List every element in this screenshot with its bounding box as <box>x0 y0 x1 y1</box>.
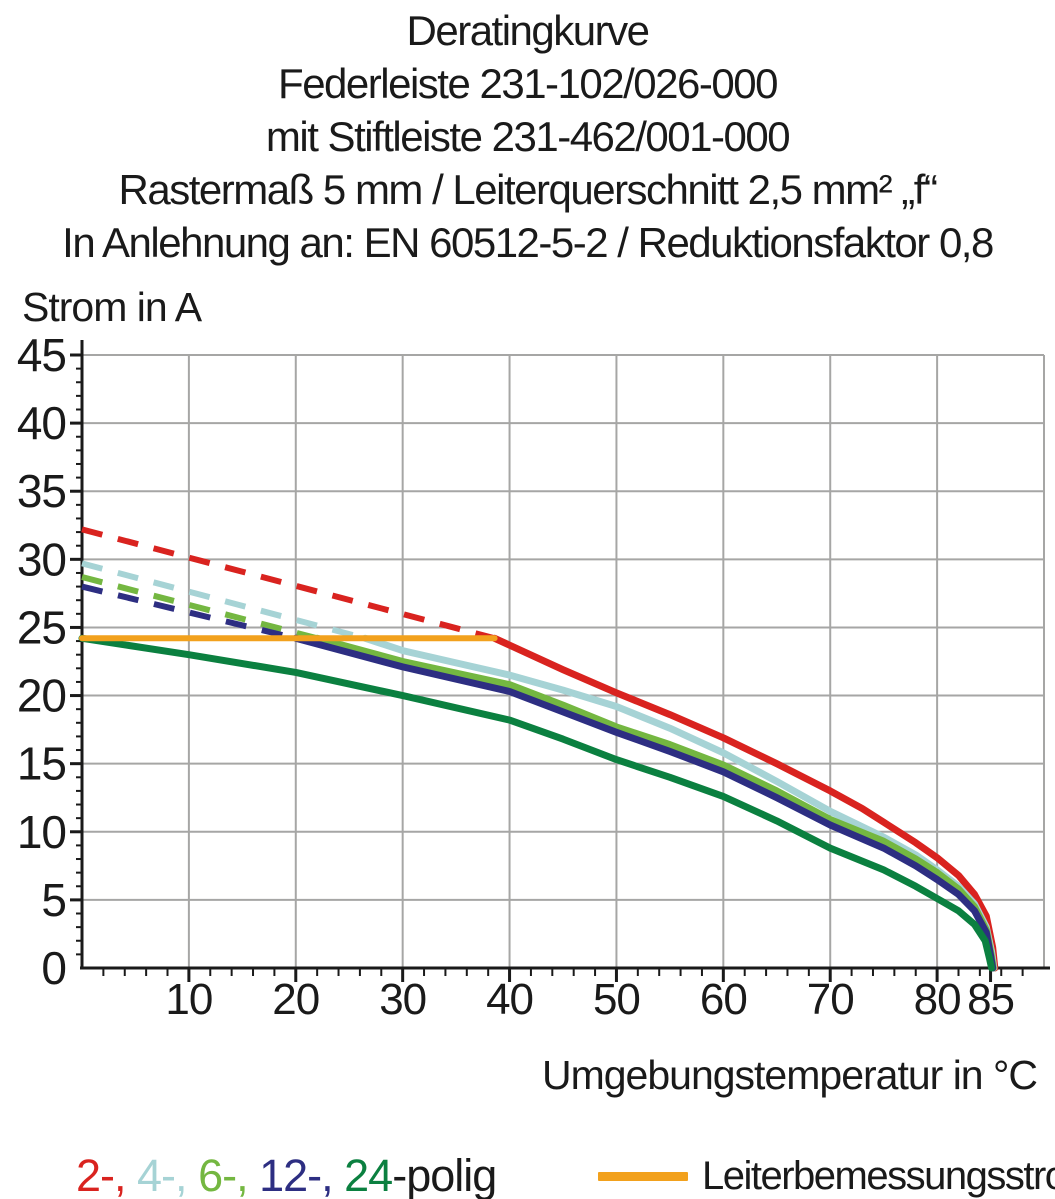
curve-4-polig-dashed <box>81 560 367 642</box>
title-line-1: Deratingkurve <box>406 7 650 54</box>
legend-pole-label: 6-, <box>198 1150 260 1199</box>
legend-pole-label: -polig <box>392 1150 497 1199</box>
y-tick-label: 20 <box>17 670 66 722</box>
x-tick-label: 60 <box>700 975 747 1024</box>
y-tick-label: 25 <box>17 601 66 653</box>
x-tick-label: 85 <box>967 975 1014 1024</box>
y-tick-label: 40 <box>17 397 66 449</box>
rated-current-line-swatch <box>598 1171 688 1181</box>
legend-pole-label: 2-, <box>76 1150 138 1199</box>
x-tick-label: 80 <box>914 975 961 1024</box>
title-line-5: In Anlehnung an: EN 60512-5-2 / Reduktio… <box>62 219 994 266</box>
title-line-3: mit Stiftleiste 231-462/001-000 <box>265 113 791 160</box>
y-axis-label: Strom in A <box>22 284 202 330</box>
rated-current-label: Leiterbemessungsstrom <box>702 1153 1055 1198</box>
title-line-4: Rastermaß 5 mm / Leiterquerschnitt 2,5 m… <box>118 166 938 213</box>
y-tick-label: 10 <box>17 806 66 858</box>
curve-6-polig-dashed <box>81 574 318 642</box>
y-tick-label: 35 <box>17 465 66 517</box>
y-tick-label: 15 <box>17 738 66 790</box>
title-line-2: Federleiste 231-102/026-000 <box>278 60 778 107</box>
x-tick-label: 10 <box>165 975 212 1024</box>
x-axis-label: Umgebungstemperatur in °C <box>541 1052 1038 1098</box>
x-tick-label: 30 <box>379 975 426 1024</box>
curve-12-polig <box>292 634 997 972</box>
legend-pole-label: 4-, <box>137 1150 199 1199</box>
curve-4-polig <box>361 634 998 972</box>
legend-poles: 2-, 4-, 6-, 12-, 24-polig <box>76 1150 497 1199</box>
x-tick-label: 40 <box>486 975 533 1024</box>
y-tick-label: 5 <box>41 874 66 926</box>
legend-pole-label: 24 <box>344 1150 393 1199</box>
x-tick-label: 20 <box>272 975 319 1024</box>
chart-title-block: Deratingkurve Federleiste 231-102/026-00… <box>0 4 1055 269</box>
legend-rated-current: Leiterbemessungsstrom <box>598 1150 1055 1199</box>
curve-6-polig <box>313 634 997 972</box>
curve-24-polig <box>78 634 996 972</box>
legend-pole-label: 12-, <box>259 1150 345 1199</box>
x-tick-label: 70 <box>807 975 854 1024</box>
y-tick-label: 0 <box>41 942 66 994</box>
curve-2-polig-dashed <box>81 526 496 642</box>
curve-2-polig <box>491 634 999 972</box>
x-tick-label: 50 <box>593 975 640 1024</box>
y-tick-label: 30 <box>17 533 66 585</box>
y-tick-label: 45 <box>17 329 66 381</box>
